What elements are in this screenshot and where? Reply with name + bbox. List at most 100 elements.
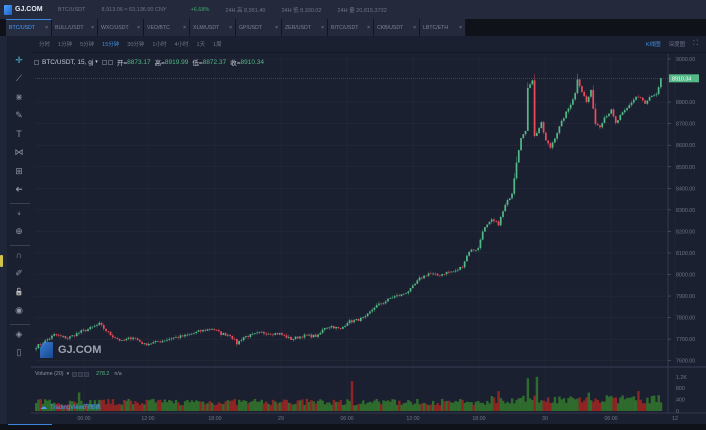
collapse-icon[interactable] <box>34 59 39 65</box>
brush-icon[interactable]: ✎ <box>15 110 23 120</box>
watermark: GJ.COM <box>40 342 101 358</box>
gj-watermark-icon <box>40 342 53 358</box>
kline-view-button[interactable]: K线图 <box>645 42 661 48</box>
tab-label: VEO/BTC <box>147 24 170 31</box>
tab-btc-usdt[interactable]: BTC/USDT × <box>6 19 52 36</box>
close-icon[interactable]: × <box>137 24 140 31</box>
interval-5[interactable]: 1小时 <box>152 42 167 48</box>
svg-text:12:00: 12:00 <box>141 416 154 422</box>
high-value: 8919.99 <box>164 58 189 66</box>
close-icon[interactable]: × <box>321 24 324 31</box>
tab-lbtc-eth[interactable]: LBTC/ETH × <box>420 19 466 36</box>
tab-bitc-usdt[interactable]: BITC/USDT × <box>328 19 374 36</box>
fib-icon[interactable]: ⋇ <box>15 91 23 102</box>
tab-zer-usdt[interactable]: ZER/USDT × <box>282 19 328 36</box>
measure-icon[interactable]: ⊞ <box>15 165 23 176</box>
interval-0[interactable]: 分时 <box>39 42 51 48</box>
tab-xlm-usdt[interactable]: XLM/USDT × <box>190 19 236 36</box>
tab-bull-usdt[interactable]: BULL/USDT × <box>52 19 98 36</box>
tab-label: WXC/USDT <box>101 24 129 31</box>
interval-7[interactable]: 1天 <box>196 42 206 48</box>
price-chart[interactable]: 7600.00 7700.00 7800.00 7900.00 8000.00 8100.… <box>31 54 706 430</box>
svg-text:8700.00: 8700.00 <box>676 122 695 128</box>
tab-gp-usdt[interactable]: GP/USDT × <box>236 19 282 36</box>
trend-line-icon[interactable]: ⟋ <box>15 73 23 83</box>
close-icon[interactable]: × <box>183 24 186 31</box>
eye-icon[interactable]: ◉ <box>15 305 23 315</box>
trash-icon[interactable]: ▯ <box>16 347 22 357</box>
close-icon[interactable]: × <box>45 25 48 31</box>
interval-6[interactable]: 4小时 <box>174 42 189 48</box>
symbol-label[interactable]: BTC/USDT, 15, gj <box>42 58 94 66</box>
svg-text:8910.34: 8910.34 <box>672 76 691 82</box>
volume-24h: 24H 量 20,815.3732 <box>337 7 387 14</box>
tab-label: XLM/USDT <box>193 24 220 31</box>
pattern-icon[interactable]: ⋈ <box>14 147 24 157</box>
drawing-toolbar: ✛ ⟋ ⋇ ✎ T ⋈ ⊞ ➜ ⍖ ⊕ ∩ ✐ 🔓 ◉ ◈ ▯ <box>7 36 31 430</box>
tradingview-credit[interactable]: ☁ TradingView的图表 <box>40 402 101 412</box>
close-icon[interactable]: × <box>459 24 462 31</box>
layers-icon[interactable]: ◈ <box>15 328 23 339</box>
toolbar-separator <box>10 245 30 246</box>
settings-icon[interactable] <box>101 59 107 65</box>
unlock-icon[interactable]: 🔓 <box>14 289 24 296</box>
arrow-left-icon[interactable]: ➜ <box>15 184 23 194</box>
svg-text:8600.00: 8600.00 <box>676 143 695 149</box>
interval-4[interactable]: 30分钟 <box>127 42 145 48</box>
interval-3[interactable]: 15分钟 <box>102 42 120 48</box>
tab-veo-btc[interactable]: VEO/BTC × <box>144 19 190 36</box>
zoom-icon[interactable]: ⊕ <box>15 226 23 236</box>
magnet-icon[interactable]: ⍖ <box>16 207 22 218</box>
svg-text:8800.00: 8800.00 <box>676 100 695 106</box>
chevron-down-icon[interactable]: ▾ <box>95 59 98 65</box>
close-icon[interactable]: × <box>91 24 94 31</box>
close-icon[interactable]: × <box>367 24 370 31</box>
low-value: 8872.37 <box>202 58 227 66</box>
svg-text:8000.00: 8000.00 <box>676 273 695 279</box>
close-label: 收= <box>230 60 241 67</box>
tab-label: GP/USDT <box>239 24 263 31</box>
close-icon[interactable]: × <box>229 24 232 31</box>
settings-icon[interactable] <box>72 371 78 377</box>
open-label: 开= <box>116 60 128 67</box>
tab-label: CKB/USDT <box>377 24 404 31</box>
crosshair-icon[interactable]: ✛ <box>15 54 23 65</box>
close-icon[interactable]: × <box>275 24 278 31</box>
svg-text:0: 0 <box>676 409 679 415</box>
svg-text:7600.00: 7600.00 <box>676 359 695 365</box>
svg-text:8200.00: 8200.00 <box>676 229 695 235</box>
svg-text:18:00: 18:00 <box>472 416 485 422</box>
depth-view-button[interactable]: 深度图 <box>668 42 686 48</box>
watermark-text: GJ.COM <box>58 344 102 356</box>
svg-text:9000.00: 9000.00 <box>676 57 695 63</box>
hide-icon[interactable] <box>107 59 113 65</box>
magnet2-icon[interactable]: ∩ <box>15 250 23 260</box>
interval-1[interactable]: 1分钟 <box>58 42 73 48</box>
tab-ckb-usdt[interactable]: CKB/USDT × <box>374 19 420 36</box>
chevron-down-icon[interactable]: ▾ <box>66 371 70 377</box>
hide-icon[interactable] <box>78 371 84 377</box>
svg-text:7900.00: 7900.00 <box>676 294 695 300</box>
svg-text:8300.00: 8300.00 <box>676 208 695 214</box>
close-value: 8910.34 <box>240 58 265 66</box>
tab-label: BITC/USDT <box>331 24 359 31</box>
svg-text:06:00: 06:00 <box>340 416 353 422</box>
logo[interactable]: GJ.COM <box>0 4 54 15</box>
pair-name: BTC/USDT <box>58 6 86 13</box>
interval-2[interactable]: 5分钟 <box>80 42 95 48</box>
close-icon[interactable]: × <box>413 24 416 31</box>
text-icon[interactable]: T <box>16 129 22 139</box>
pencil-lock-icon[interactable]: ✐ <box>15 268 23 278</box>
interval-8[interactable]: 1周 <box>213 42 222 48</box>
low-label: 低= <box>192 60 203 67</box>
svg-text:1.2K: 1.2K <box>676 375 687 381</box>
svg-text:29: 29 <box>278 416 284 422</box>
sidebar-indicator[interactable] <box>0 255 3 267</box>
tab-label: BTC/USDT <box>9 25 35 31</box>
volume-label[interactable]: Volume (20) <box>35 371 64 377</box>
close-icon[interactable] <box>84 371 90 377</box>
svg-text:18:00: 18:00 <box>208 416 221 422</box>
top-header-bar: GJ.COM BTC/USDT 8,913.06 ≈ 63,136.00 CNY… <box>0 0 706 19</box>
tab-wxc-usdt[interactable]: WXC/USDT × <box>98 19 144 36</box>
fullscreen-icon[interactable]: ⛶ <box>693 40 698 47</box>
